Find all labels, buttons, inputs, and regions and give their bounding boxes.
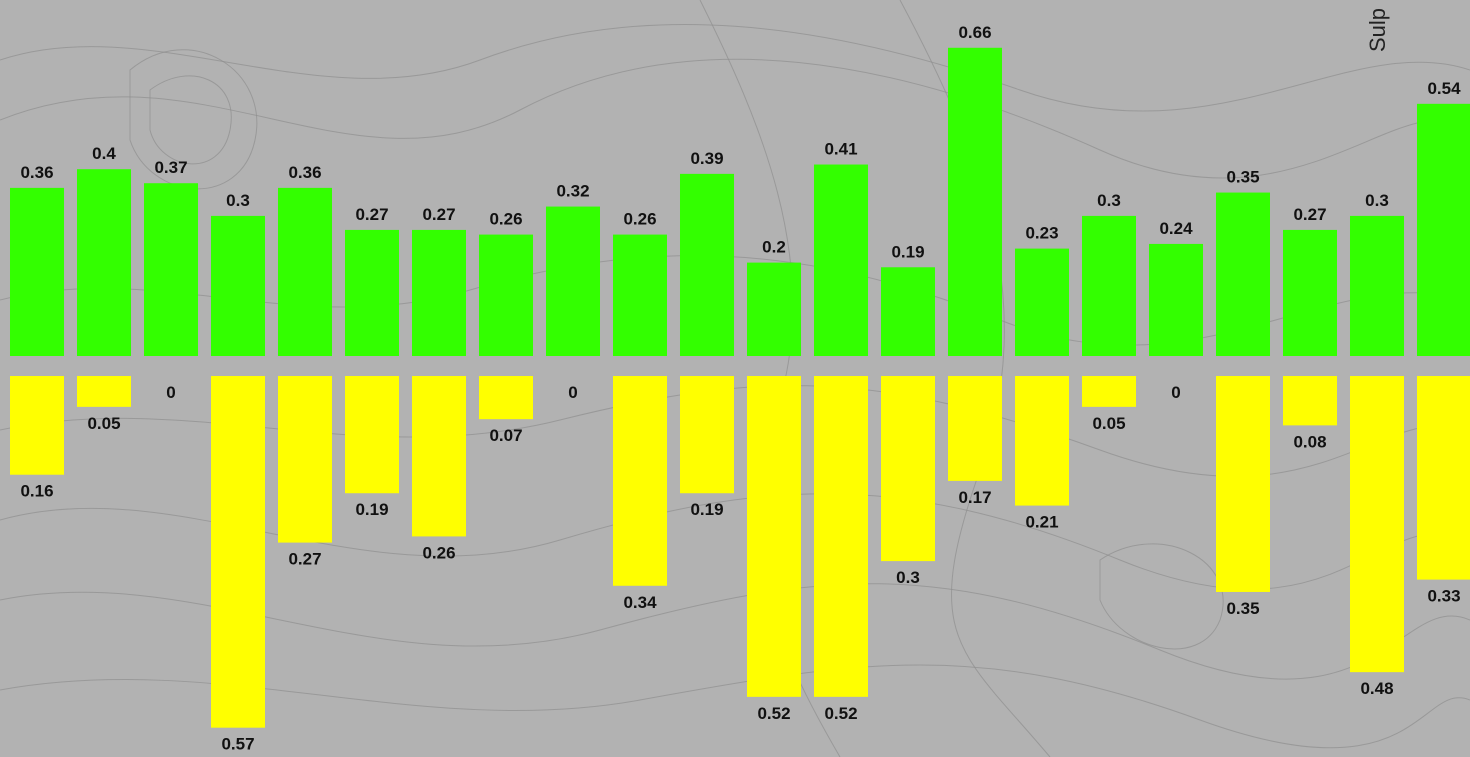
green-bar [144,183,198,356]
green-bar-label: 0.4 [92,144,116,163]
yellow-bar-label: 0.16 [20,482,53,501]
green-bar [546,206,600,356]
yellow-bar-label: 0.05 [87,414,120,433]
yellow-bar [1082,376,1136,407]
green-bar-label: 0.23 [1025,224,1058,243]
yellow-bar [479,376,533,420]
green-bar-label: 0.27 [1293,205,1326,224]
green-bar [1417,103,1470,356]
green-bar [345,229,399,356]
green-bar [613,234,667,356]
contour-line [0,493,1470,590]
green-bar-label: 0.66 [958,23,991,42]
green-bar-label: 0.39 [690,149,723,168]
green-bar-label: 0.3 [1097,191,1121,210]
green-bar-label: 0.41 [824,140,857,159]
yellow-bar-label: 0.05 [1092,414,1125,433]
yellow-bar-label: 0.57 [221,735,254,754]
yellow-bar [1350,376,1404,673]
yellow-bar-label: 0.21 [1025,513,1058,532]
green-bar-label: 0.35 [1226,168,1259,187]
contour-line [129,49,258,190]
yellow-bar [345,376,399,494]
yellow-bar-label: 0.27 [288,550,321,569]
green-bar-label: 0.27 [422,205,455,224]
yellow-bar-label: 0.3 [896,568,920,587]
yellow-bar [680,376,734,494]
contour-line [0,664,1470,749]
green-bar [77,169,131,356]
green-bar [211,215,265,356]
green-bar [1015,248,1069,356]
yellow-series [10,376,1470,728]
green-bar [1216,192,1270,356]
yellow-bar [814,376,868,697]
green-bar [479,234,533,356]
contour-line [0,58,1470,179]
green-bar [747,262,801,356]
yellow-bar [881,376,935,562]
green-bar [881,267,935,356]
green-bar-label: 0.2 [762,238,786,257]
yellow-bar-label: 0 [1171,383,1180,402]
yellow-bar-label: 0.48 [1360,679,1393,698]
green-bar-label: 0.32 [556,182,589,201]
data-labels: 0.36 0.16 0.4 0.05 0.37 0 0.3 0.57 0.36 0.27 0.27 0… [20,23,1461,754]
yellow-bar-label: 0.19 [690,500,723,519]
yellow-bar-label: 0.17 [958,488,991,507]
yellow-bar-label: 0.33 [1427,587,1460,606]
green-bar [1149,243,1203,356]
yellow-bar [211,376,265,728]
green-bar [948,47,1002,356]
green-bar-label: 0.36 [20,163,53,182]
yellow-bar [747,376,801,697]
contour-line [1099,543,1224,650]
yellow-bar [412,376,466,537]
yellow-bar [1216,376,1270,592]
yellow-bar [278,376,332,543]
yellow-bar-label: 0.07 [489,426,522,445]
yellow-bar-label: 0.26 [422,543,455,562]
yellow-bar-label: 0 [166,383,175,402]
green-bar-label: 0.3 [226,191,250,210]
yellow-bar-label: 0 [568,383,577,402]
yellow-bar [1417,376,1470,580]
green-series [10,47,1470,356]
green-bar [278,187,332,356]
green-bar [680,173,734,356]
green-bar [814,164,868,356]
yellow-bar-label: 0.35 [1226,599,1259,618]
green-bar-label: 0.27 [355,205,388,224]
green-bar-label: 0.54 [1427,79,1461,98]
yellow-bar [1015,376,1069,506]
green-bar-label: 0.3 [1365,191,1389,210]
side-label: Sulp [1365,8,1390,52]
yellow-bar [948,376,1002,481]
green-bar [412,229,466,356]
yellow-bar [1283,376,1337,426]
green-bar-label: 0.37 [154,158,187,177]
green-bar-label: 0.26 [489,210,522,229]
yellow-bar-label: 0.08 [1293,432,1326,451]
green-bar-label: 0.19 [891,242,924,261]
green-bar-label: 0.26 [623,210,656,229]
green-bar [1283,229,1337,356]
green-bar [1082,215,1136,356]
yellow-bar [77,376,131,407]
contour-line [149,75,232,165]
green-bar [1350,215,1404,356]
yellow-bar-label: 0.34 [623,593,657,612]
green-bar [10,187,64,356]
yellow-bar-label: 0.52 [824,704,857,723]
green-bar-label: 0.24 [1159,219,1193,238]
yellow-bar [613,376,667,586]
yellow-bar [10,376,64,475]
green-bar-label: 0.36 [288,163,321,182]
yellow-bar-label: 0.52 [757,704,790,723]
yellow-bar-label: 0.19 [355,500,388,519]
contour-line [0,23,1470,112]
